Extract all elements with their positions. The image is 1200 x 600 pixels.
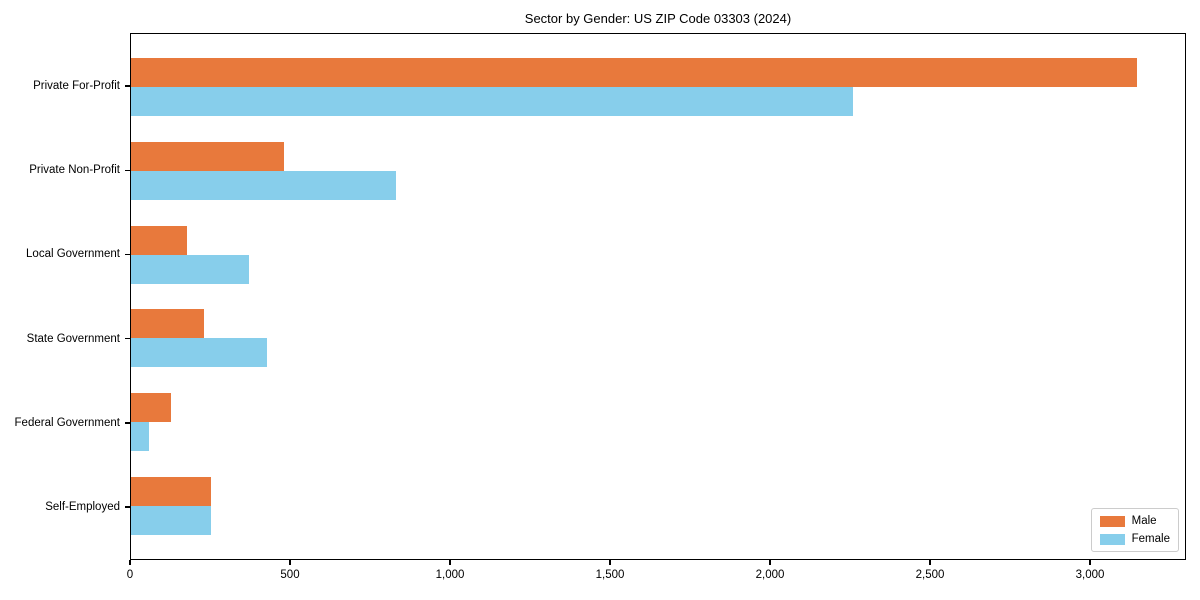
bar-male-state-government [131, 309, 205, 339]
x-tick-label: 2,500 [915, 568, 945, 581]
bar-male-private-for-profit [131, 57, 1138, 87]
y-tick-mark [125, 506, 130, 508]
x-tick-mark [609, 559, 611, 565]
x-tick-mark [929, 559, 931, 565]
bar-group-private-non-profit [131, 129, 1185, 213]
y-tick-mark [125, 85, 130, 87]
bar-female-private-non-profit [131, 170, 397, 200]
bar-group-federal-government [131, 380, 1185, 464]
y-tick-mark [125, 422, 130, 424]
y-tick-label: Federal Government [14, 416, 120, 429]
bar-group-self-employed [131, 464, 1185, 548]
x-axis: 0 500 1,000 1,500 2,000 2,500 3,000 [126, 559, 1186, 596]
legend-entry-female: Female [1099, 533, 1170, 545]
bar-group-local-government [131, 213, 1185, 297]
x-tick-label: 500 [280, 568, 300, 581]
y-label-row-private-non-profit: Private Non-Profit [0, 128, 130, 212]
x-tick-label: 1,000 [435, 568, 465, 581]
y-label-row-state-government: State Government [0, 297, 130, 381]
x-tick-mark [289, 559, 291, 565]
y-tick-label: Private For-Profit [33, 80, 120, 93]
x-tick-mark [129, 559, 131, 565]
bar-group-state-government [131, 296, 1185, 380]
y-tick-mark [125, 337, 130, 340]
y-tick-label: State Government [26, 332, 120, 345]
bar-rows [131, 34, 1185, 559]
x-tick-mark [1089, 559, 1091, 565]
legend: Male Female [1090, 508, 1179, 552]
y-tick-mark [125, 169, 130, 171]
x-tick-label: 2,000 [755, 568, 785, 581]
legend-swatch-female [1099, 533, 1125, 545]
bar-female-private-for-profit [131, 86, 853, 116]
bar-female-federal-government [131, 422, 149, 452]
y-label-row-private-for-profit: Private For-Profit [0, 44, 130, 128]
legend-swatch-male [1099, 515, 1125, 527]
y-tick-label: Local Government [26, 248, 120, 261]
bar-male-self-employed [131, 477, 211, 507]
x-tick-label: 0 [126, 568, 134, 581]
bar-male-private-non-profit [131, 141, 285, 171]
bar-male-federal-government [131, 393, 171, 423]
y-label-row-federal-government: Federal Government [0, 381, 130, 465]
bar-female-self-employed [131, 506, 211, 536]
y-label-row-local-government: Local Government [0, 212, 130, 296]
y-tick-mark [125, 253, 130, 256]
legend-label-female: Female [1131, 533, 1170, 545]
chart-title: Sector by Gender: US ZIP Code 03303 (202… [524, 11, 792, 26]
plot-area: Male Female [130, 33, 1186, 560]
legend-label-male: Male [1131, 515, 1157, 527]
bar-male-local-government [131, 225, 187, 255]
bar-group-private-for-profit [131, 45, 1185, 129]
x-tick-label: 3,000 [1075, 568, 1105, 581]
x-tick-mark [449, 559, 451, 565]
x-tick-label: 1,500 [595, 568, 625, 581]
bar-female-local-government [131, 254, 250, 284]
y-tick-label: Self-Employed [45, 500, 120, 513]
y-tick-label: Private Non-Profit [29, 164, 120, 177]
legend-entry-male: Male [1099, 515, 1170, 527]
bar-female-state-government [131, 338, 267, 368]
y-label-row-self-employed: Self-Employed [0, 465, 130, 549]
x-tick-mark [769, 559, 771, 565]
y-axis-labels: Private For-Profit Private Non-Profit Loca… [0, 33, 130, 560]
